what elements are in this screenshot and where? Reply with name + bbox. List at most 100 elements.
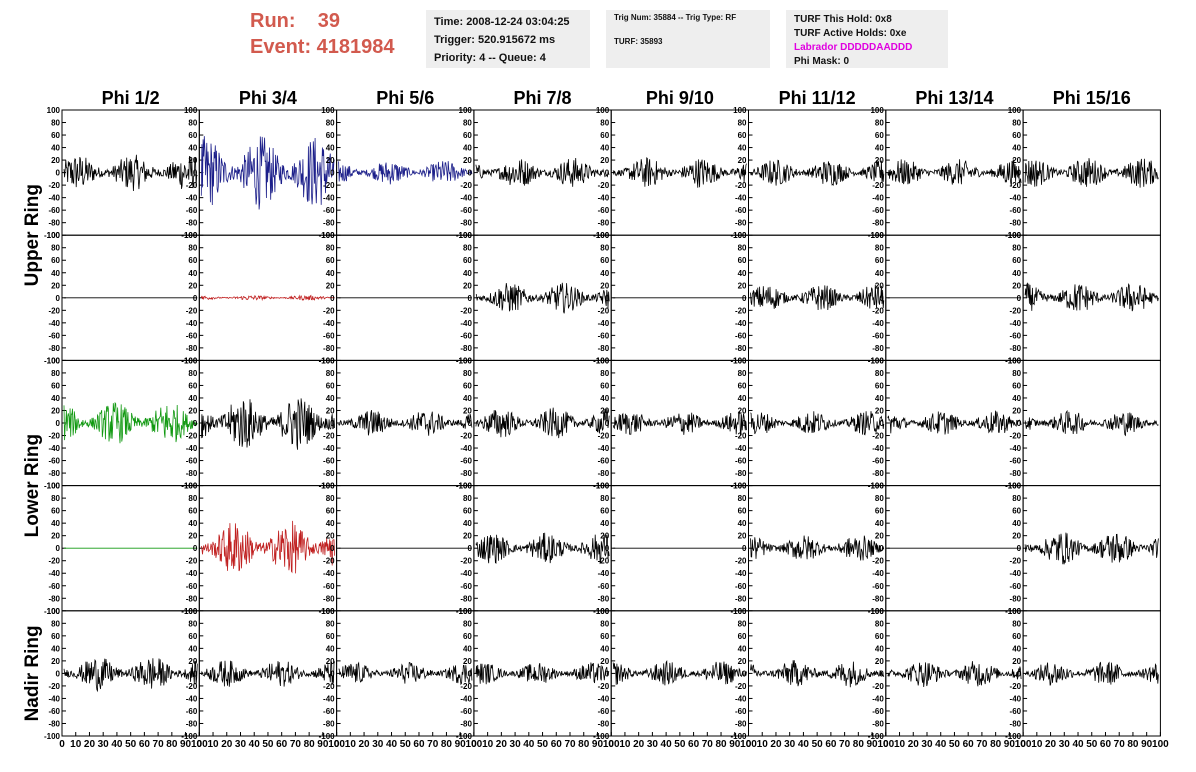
y-tick-label: -80 bbox=[598, 719, 610, 728]
x-tick-label: 50 bbox=[674, 739, 686, 750]
x-tick-label: 10 bbox=[70, 739, 82, 750]
time-info-box: Time: 2008-12-24 03:04:25 Trigger: 520.9… bbox=[426, 10, 590, 68]
y-tick-label: -40 bbox=[1010, 444, 1022, 453]
y-tick-label: -60 bbox=[872, 707, 884, 716]
y-tick-label: -40 bbox=[48, 194, 60, 203]
y-tick-label: 20 bbox=[875, 156, 884, 165]
y-tick-label: -60 bbox=[460, 457, 472, 466]
y-tick-label: -80 bbox=[323, 594, 335, 603]
y-tick-label: 40 bbox=[51, 144, 60, 153]
y-tick-label: 80 bbox=[463, 244, 472, 253]
waveform-trace bbox=[200, 660, 335, 687]
y-tick-label: -80 bbox=[1010, 719, 1022, 728]
x-tick-label: 50 bbox=[400, 739, 412, 750]
y-tick-label: 80 bbox=[188, 119, 197, 128]
x-tick-label: 70 bbox=[564, 739, 576, 750]
y-tick-label: 80 bbox=[463, 494, 472, 503]
y-tick-label: 80 bbox=[875, 369, 884, 378]
y-tick-label: 0 bbox=[742, 169, 747, 178]
y-tick-label: 80 bbox=[463, 369, 472, 378]
y-tick-label: -40 bbox=[323, 694, 335, 703]
y-tick-label: 100 bbox=[47, 231, 61, 240]
turf-num-text: TURF: 35893 bbox=[614, 37, 663, 46]
y-tick-label: 20 bbox=[738, 657, 747, 666]
y-tick-label: 100 bbox=[459, 607, 473, 616]
y-tick-label: 100 bbox=[596, 607, 610, 616]
y-tick-label: 60 bbox=[738, 632, 747, 641]
y-tick-label: -80 bbox=[598, 594, 610, 603]
y-tick-label: -100 bbox=[868, 607, 885, 616]
y-tick-label: 20 bbox=[326, 406, 335, 415]
y-tick-label: 20 bbox=[51, 281, 60, 290]
y-tick-label: 40 bbox=[875, 519, 884, 528]
y-tick-label: -60 bbox=[323, 457, 335, 466]
y-tick-label: -60 bbox=[48, 707, 60, 716]
y-tick-label: 60 bbox=[326, 507, 335, 516]
y-tick-label: 20 bbox=[51, 156, 60, 165]
turf-active-holds: TURF Active Holds: 0xe bbox=[794, 28, 907, 39]
x-tick-label: 20 bbox=[496, 739, 508, 750]
y-tick-label: 100 bbox=[1008, 607, 1022, 616]
x-tick-label: 40 bbox=[1072, 739, 1084, 750]
y-tick-label: -60 bbox=[1010, 582, 1022, 591]
y-tick-label: -40 bbox=[1010, 694, 1022, 703]
waveform-trace bbox=[887, 159, 1022, 187]
y-tick-label: -100 bbox=[44, 231, 61, 240]
y-tick-label: -20 bbox=[1010, 557, 1022, 566]
y-tick-label: -40 bbox=[872, 569, 884, 578]
y-tick-label: 100 bbox=[733, 106, 747, 115]
y-tick-label: -80 bbox=[48, 344, 60, 353]
x-tick-label: 60 bbox=[551, 739, 563, 750]
y-tick-label: -40 bbox=[598, 444, 610, 453]
y-tick-label: -40 bbox=[186, 569, 198, 578]
y-tick-label: 40 bbox=[188, 144, 197, 153]
y-tick-label: -20 bbox=[48, 557, 60, 566]
y-tick-label: -100 bbox=[181, 231, 198, 240]
y-tick-label: 20 bbox=[188, 156, 197, 165]
y-tick-label: -100 bbox=[319, 732, 336, 741]
x-tick-label: 50 bbox=[949, 739, 961, 750]
y-tick-label: 40 bbox=[738, 644, 747, 653]
y-tick-label: 0 bbox=[742, 544, 747, 553]
y-tick-label: -20 bbox=[323, 557, 335, 566]
y-tick-label: 20 bbox=[738, 532, 747, 541]
y-tick-label: -40 bbox=[323, 194, 335, 203]
x-tick-label: 60 bbox=[1100, 739, 1112, 750]
y-tick-label: -60 bbox=[48, 331, 60, 340]
x-tick-label: 100 bbox=[191, 739, 208, 750]
y-tick-label: -100 bbox=[730, 732, 747, 741]
waveform-trace bbox=[338, 661, 473, 686]
waveform-trace bbox=[750, 535, 885, 561]
y-tick-label: 60 bbox=[51, 632, 60, 641]
y-tick-label: 100 bbox=[459, 356, 473, 365]
y-tick-label: 40 bbox=[326, 144, 335, 153]
y-tick-label: 80 bbox=[326, 244, 335, 253]
y-tick-label: 80 bbox=[875, 494, 884, 503]
x-tick-label: 60 bbox=[825, 739, 837, 750]
y-tick-label: 0 bbox=[467, 669, 472, 678]
y-tick-label: 60 bbox=[463, 131, 472, 140]
y-tick-label: 20 bbox=[463, 156, 472, 165]
y-tick-label: -60 bbox=[323, 206, 335, 215]
column-header: Phi 13/14 bbox=[915, 88, 993, 108]
y-tick-label: 100 bbox=[1008, 106, 1022, 115]
x-tick-label: 30 bbox=[784, 739, 796, 750]
x-tick-label: 40 bbox=[661, 739, 673, 750]
y-tick-label: 40 bbox=[188, 644, 197, 653]
y-tick-label: 60 bbox=[463, 256, 472, 265]
x-tick-label: 40 bbox=[798, 739, 810, 750]
y-tick-label: 100 bbox=[1008, 482, 1022, 491]
y-tick-label: 20 bbox=[1012, 657, 1021, 666]
x-tick-label: 30 bbox=[510, 739, 522, 750]
y-tick-label: -20 bbox=[460, 181, 472, 190]
y-tick-label: -60 bbox=[1010, 206, 1022, 215]
x-tick-label: 30 bbox=[647, 739, 659, 750]
y-tick-label: -60 bbox=[1010, 457, 1022, 466]
y-tick-label: 0 bbox=[467, 169, 472, 178]
y-tick-label: -80 bbox=[48, 594, 60, 603]
y-tick-label: 100 bbox=[1008, 356, 1022, 365]
y-tick-label: 100 bbox=[459, 482, 473, 491]
x-tick-label: 90 bbox=[867, 739, 879, 750]
y-tick-label: 100 bbox=[321, 356, 335, 365]
y-tick-label: 80 bbox=[600, 369, 609, 378]
